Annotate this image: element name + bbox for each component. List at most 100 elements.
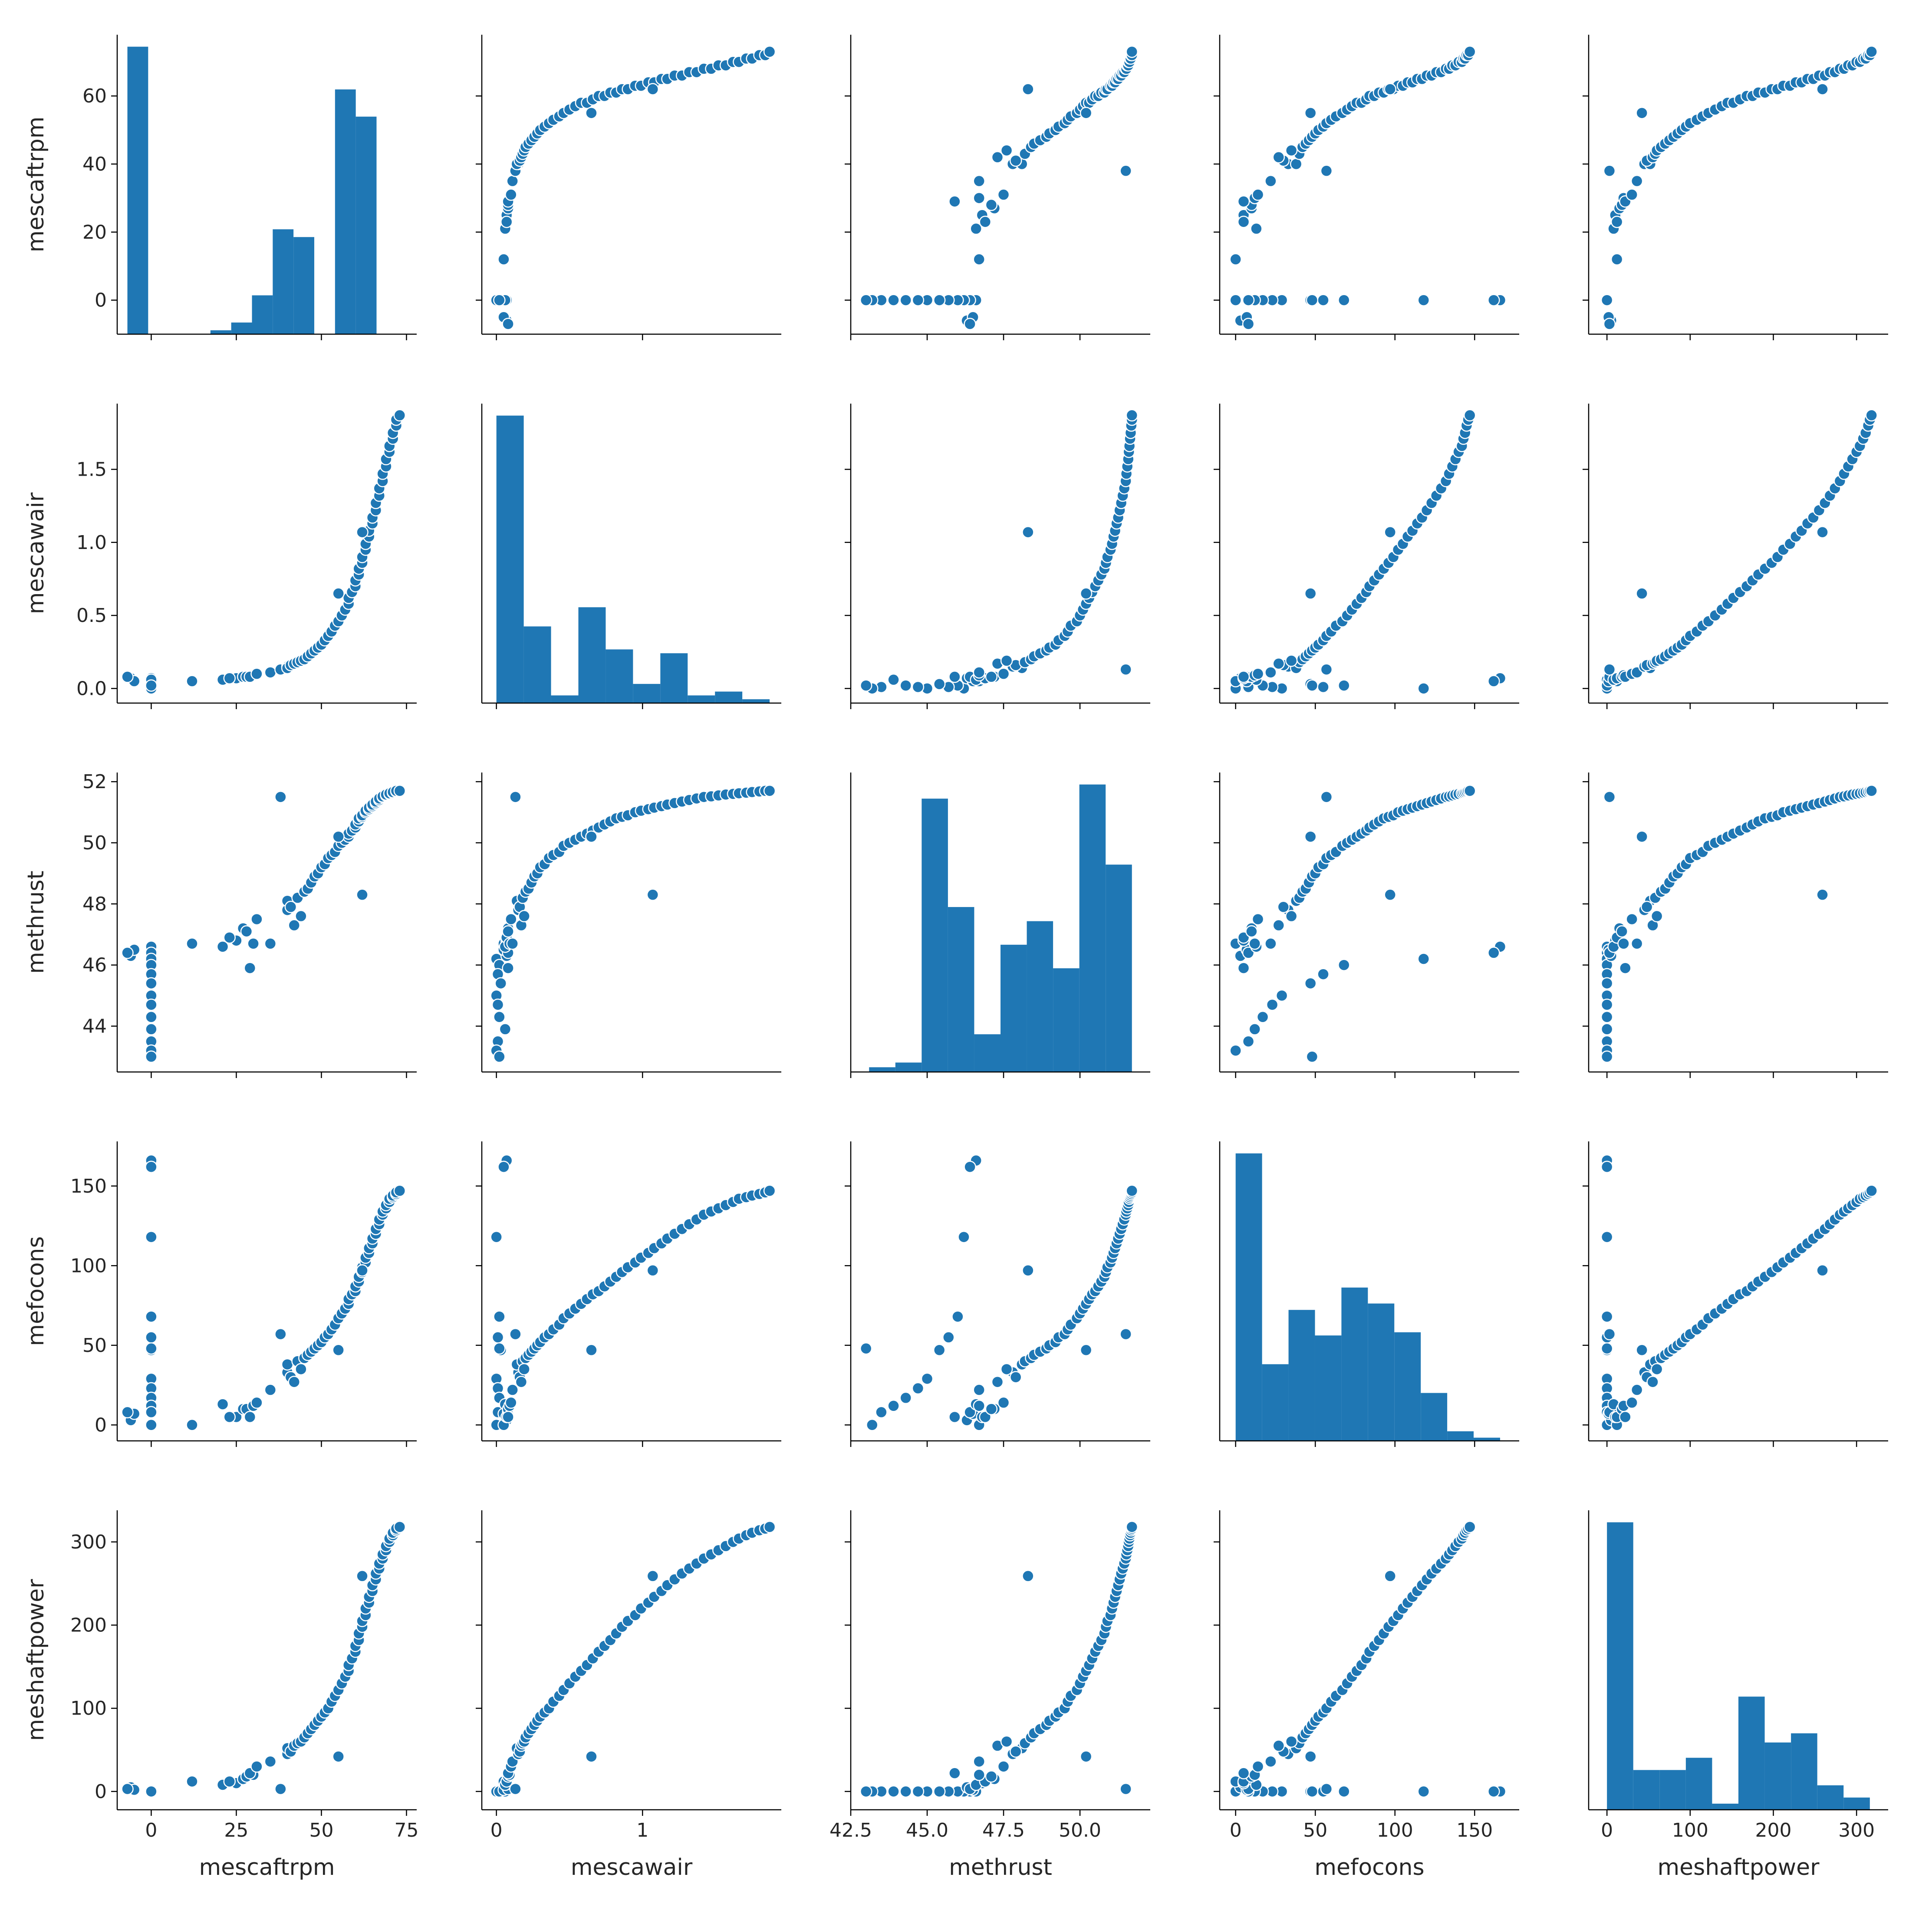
scatter-point: [899, 294, 912, 306]
scatter-point: [1126, 1184, 1139, 1197]
scatter-point: [499, 1023, 512, 1036]
scatter-point: [250, 667, 263, 680]
scatter-point: [1600, 1310, 1613, 1323]
hist-bar: [1633, 1770, 1660, 1810]
y-tick-label: 0: [95, 289, 107, 312]
scatter-point: [1320, 1782, 1333, 1795]
hist-bar: [1791, 1733, 1817, 1810]
panel-mescawair-vs-mefocons: [1214, 404, 1519, 709]
scatter-point: [1119, 164, 1132, 177]
scatter-point: [497, 253, 510, 266]
x-axis-title-mescaftrpm: mescaftrpm: [199, 1854, 335, 1881]
scatter-point: [186, 937, 198, 950]
scatter-point: [1000, 144, 1013, 157]
hist-bar: [1817, 1785, 1844, 1810]
scatter-point: [1275, 989, 1288, 1002]
y-tick-label: 0.0: [76, 677, 107, 700]
scatter-point: [244, 962, 257, 974]
scatter-point: [1237, 195, 1250, 208]
scatter-point: [859, 679, 872, 692]
hist-bar: [1447, 1431, 1474, 1441]
scatter-point: [1338, 959, 1350, 971]
y-tick-label: 46: [82, 954, 107, 976]
scatter-point: [121, 1406, 134, 1419]
y-tick-label: 150: [70, 1175, 107, 1197]
scatter-point: [1610, 253, 1623, 266]
x-axis-title-mescawair: mescawair: [571, 1854, 693, 1881]
scatter-point: [506, 174, 519, 187]
scatter-point: [912, 1382, 925, 1395]
scatter-point: [186, 1419, 198, 1431]
scatter-point: [1320, 791, 1333, 803]
scatter-point: [1264, 666, 1277, 679]
scatter-point: [1304, 107, 1317, 119]
scatter-point: [145, 998, 158, 1011]
x-tick-label: 0: [1230, 1819, 1242, 1841]
scatter-point: [1384, 1570, 1396, 1582]
scatter-point: [948, 1410, 961, 1424]
scatter-point: [223, 672, 236, 685]
hist-bar: [633, 684, 661, 703]
scatter-point: [1022, 1264, 1034, 1277]
scatter-point: [145, 1310, 158, 1323]
hist-bar: [1712, 1803, 1738, 1810]
scatter-point: [1603, 663, 1616, 676]
scatter-point: [493, 1342, 506, 1355]
scatter-point: [1603, 1328, 1616, 1341]
scatter-point: [1616, 925, 1628, 938]
scatter-point: [763, 784, 776, 797]
scatter-point: [1285, 144, 1298, 157]
scatter-point: [186, 675, 198, 687]
scatter-point: [250, 1760, 263, 1773]
scatter-point: [491, 998, 504, 1011]
scatter-point: [145, 1050, 158, 1063]
scatter-point: [1600, 998, 1613, 1011]
scatter-point: [1256, 1011, 1269, 1023]
scatter-point: [1000, 1363, 1013, 1376]
scatter-point: [912, 681, 925, 694]
hist-bar: [1315, 1335, 1342, 1441]
panel-mescawair-vs-mescaftrpm: 0.0 0.5 1.0 1.5: [76, 404, 417, 709]
panel-mescaftrpm-vs-meshaftpower: [1583, 35, 1888, 340]
scatter-point: [288, 919, 300, 932]
scatter-point: [973, 1400, 985, 1412]
panel-mescawair-vs-meshaftpower: [1583, 404, 1888, 709]
y-tick-label: 48: [82, 893, 107, 915]
panel-methrust-vs-meshaftpower: [1583, 773, 1888, 1078]
panel-methrust-vs-mescaftrpm: 44 46 48 50 52: [82, 771, 417, 1078]
scatter-point: [393, 1521, 406, 1533]
scatter-point: [1630, 174, 1643, 187]
x-tick-label: 42.5: [829, 1819, 872, 1841]
x-tick-label: 0: [145, 1819, 157, 1841]
scatter-point: [1272, 919, 1285, 932]
y-tick-label: 100: [70, 1255, 107, 1277]
hist-bar: [1368, 1303, 1395, 1441]
scatter-point: [509, 791, 522, 803]
scatter-point: [274, 1328, 287, 1341]
scatter-point: [145, 1023, 158, 1036]
scatter-point: [518, 1363, 530, 1376]
panel-mescawair-vs-methrust: [845, 404, 1150, 709]
y-tick-label: 0: [95, 1414, 107, 1436]
scatter-point: [490, 1230, 503, 1243]
scatter-point: [493, 1050, 506, 1063]
scatter-point: [942, 1331, 955, 1344]
scatter-point: [991, 151, 1004, 164]
panel-mefocons-vs-methrust: [845, 1141, 1150, 1447]
scatter-point: [121, 1782, 134, 1795]
scatter-point: [295, 910, 307, 923]
hist-bar: [551, 695, 579, 703]
hist-bar: [660, 653, 688, 703]
scatter-point: [1603, 791, 1616, 803]
scatter-point: [973, 253, 985, 266]
scatter-point: [1242, 294, 1255, 306]
scatter-point: [518, 910, 530, 923]
scatter-point: [1277, 901, 1290, 914]
scatter-point: [973, 192, 985, 204]
scatter-point: [646, 1570, 659, 1582]
scatter-point: [646, 1264, 659, 1277]
scatter-point: [997, 188, 1010, 201]
scatter-point: [502, 925, 514, 938]
scatter-point: [1304, 977, 1317, 990]
panel-methrust-vs-methrust: [850, 773, 1150, 1078]
